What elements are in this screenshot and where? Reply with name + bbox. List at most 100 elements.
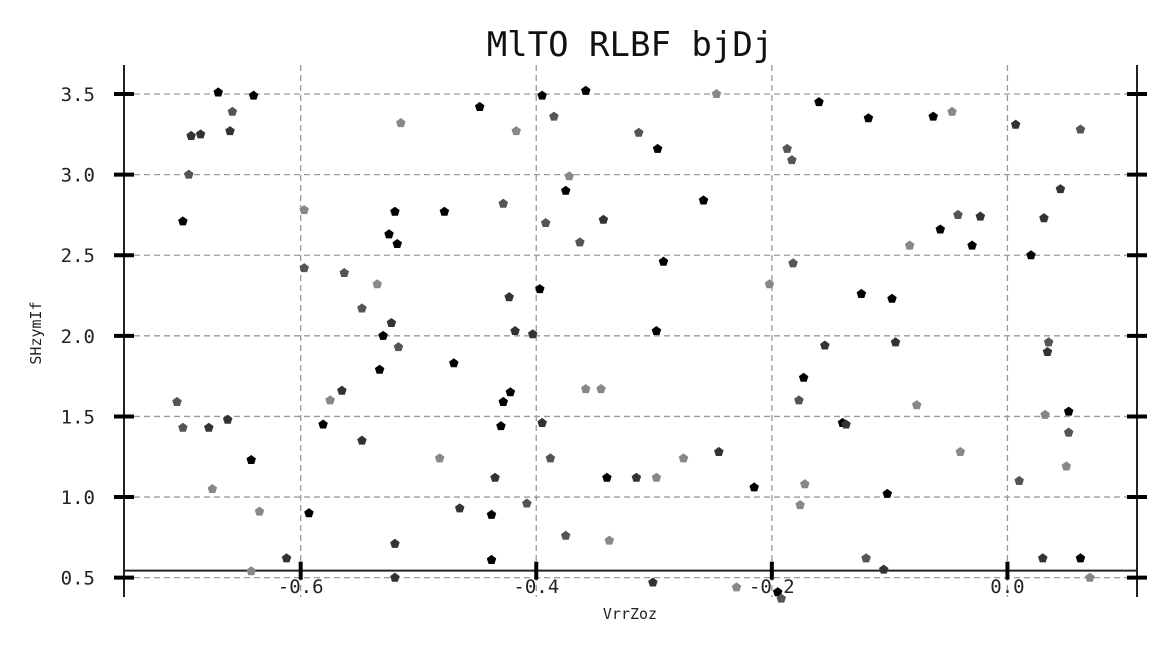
scatter-point <box>651 326 662 336</box>
scatter-point <box>598 214 609 224</box>
scatter-point <box>698 195 709 205</box>
scatter-point <box>486 554 497 564</box>
scatter-point <box>374 364 385 374</box>
scatter-point <box>564 171 574 181</box>
scatter-point <box>490 472 500 482</box>
scatter-point <box>975 211 986 221</box>
scatter-point <box>384 229 394 239</box>
scatter-point <box>496 421 506 431</box>
scatter-point <box>474 101 485 111</box>
scatter-point <box>339 267 350 278</box>
scatter-point <box>795 500 805 510</box>
scatter-point <box>604 535 615 545</box>
scatter-point <box>947 106 957 116</box>
scatter-point <box>527 329 538 339</box>
scatter-point <box>749 482 759 492</box>
scatter-point <box>396 118 406 128</box>
scatter-point <box>787 155 797 165</box>
scatter-point <box>731 582 742 592</box>
scatter-point <box>904 240 915 250</box>
scatter-point <box>878 564 889 574</box>
scatter-point <box>631 472 642 482</box>
scatter-point <box>357 303 367 313</box>
scatter-point <box>928 111 938 121</box>
scatter-point <box>652 143 663 153</box>
scatter-point <box>357 435 367 445</box>
data-points <box>172 85 1095 603</box>
scatter-point <box>498 198 509 208</box>
scatter-point <box>172 396 182 406</box>
scatter-point <box>1014 475 1024 485</box>
scatter-point <box>434 453 445 463</box>
scatter-point <box>248 90 259 100</box>
scatter-point <box>1085 572 1095 582</box>
scatter-point <box>658 256 669 266</box>
scatter-point <box>935 224 946 234</box>
scatter-point <box>486 509 497 519</box>
scatter-point <box>454 503 465 513</box>
y-axis-label: SHzymIf <box>27 301 45 364</box>
y-tick-label: 3.0 <box>61 165 95 187</box>
scatter-point <box>1055 184 1066 194</box>
scatter-point <box>505 387 516 397</box>
scatter-point <box>549 111 559 121</box>
scatter-point <box>186 130 196 140</box>
scatter-point <box>498 396 509 406</box>
x-tick-label: -0.6 <box>278 576 324 598</box>
scatter-point <box>246 566 256 576</box>
scatter-point <box>772 587 783 597</box>
scatter-point <box>890 337 901 347</box>
ticks: -0.6 -0.4 -0.2 0.0 0.5 1.0 1.5 2.0 2.5 3.0 3.5 <box>61 84 1147 598</box>
y-tick-label: 2.5 <box>61 245 95 267</box>
scatter-point <box>711 89 722 99</box>
scatter-point <box>222 414 233 424</box>
scatter-point <box>648 577 658 587</box>
scatter-point <box>299 205 309 215</box>
scatter-point <box>1061 461 1072 471</box>
scatter-point <box>178 422 188 432</box>
y-tick-label: 2.0 <box>61 326 95 348</box>
scatter-point <box>794 395 804 405</box>
scatter-point <box>386 317 397 327</box>
scatter-point <box>882 488 893 498</box>
scatter-point <box>856 288 867 298</box>
scatter-point <box>1026 250 1036 260</box>
y-tick-label: 3.5 <box>61 84 95 106</box>
scatter-point <box>510 326 520 336</box>
scatter-point <box>337 385 347 395</box>
y-tick-label: 1.5 <box>61 406 95 428</box>
scatter-point <box>393 342 404 352</box>
scatter-point <box>449 358 459 368</box>
scatter-point <box>764 279 775 289</box>
x-tick-label: -0.4 <box>513 576 559 598</box>
scatter-point <box>800 479 810 489</box>
scatter-point <box>246 454 256 465</box>
scatter-point <box>178 216 188 226</box>
scatter-point <box>820 340 830 350</box>
scatter-point <box>227 106 238 116</box>
scatter-point <box>195 129 206 139</box>
chart-title: MlTO RLBF bjDj <box>487 25 774 65</box>
scatter-point <box>1039 213 1049 223</box>
scatter-point <box>911 400 922 410</box>
axes <box>123 65 1138 597</box>
scatter-point <box>537 417 547 427</box>
scatter-point <box>1075 124 1086 134</box>
scatter-point <box>560 530 571 540</box>
scatter-point <box>841 419 851 429</box>
scatter-point <box>390 538 400 548</box>
scatter-point <box>596 384 606 394</box>
scatter-point <box>953 209 963 219</box>
scatter-point <box>325 395 335 405</box>
scatter-point <box>390 572 400 582</box>
scatter-point <box>955 446 966 456</box>
scatter-point <box>1043 337 1054 347</box>
scatter-point <box>281 553 292 563</box>
scatter-point <box>1042 346 1053 356</box>
x-axis-label: VrrZoz <box>603 605 657 623</box>
scatter-point <box>863 113 874 123</box>
scatter-point <box>1038 553 1048 563</box>
scatter-point <box>540 217 551 228</box>
scatter-point <box>788 258 798 268</box>
